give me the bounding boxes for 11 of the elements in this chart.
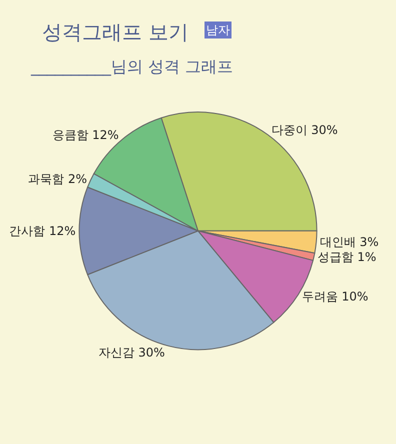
slice-label: 자신감 30% [98,346,165,360]
slice-label: 간사함 12% [9,224,76,238]
chart-title: 성격그래프 보기 [42,20,188,44]
slice-label: 응큼함 12% [52,128,119,142]
slice-label: 과묵함 2% [28,172,88,186]
slice-label: 성급함 1% [317,250,376,264]
text: 남자 [206,23,230,37]
slice-label: 다중이 30% [271,123,338,138]
slice-label: 두려움 10% [302,290,368,304]
slice-label: 대인배 3% [320,235,379,250]
chart-subtitle: __________님의 성격 그래프 [30,57,234,76]
